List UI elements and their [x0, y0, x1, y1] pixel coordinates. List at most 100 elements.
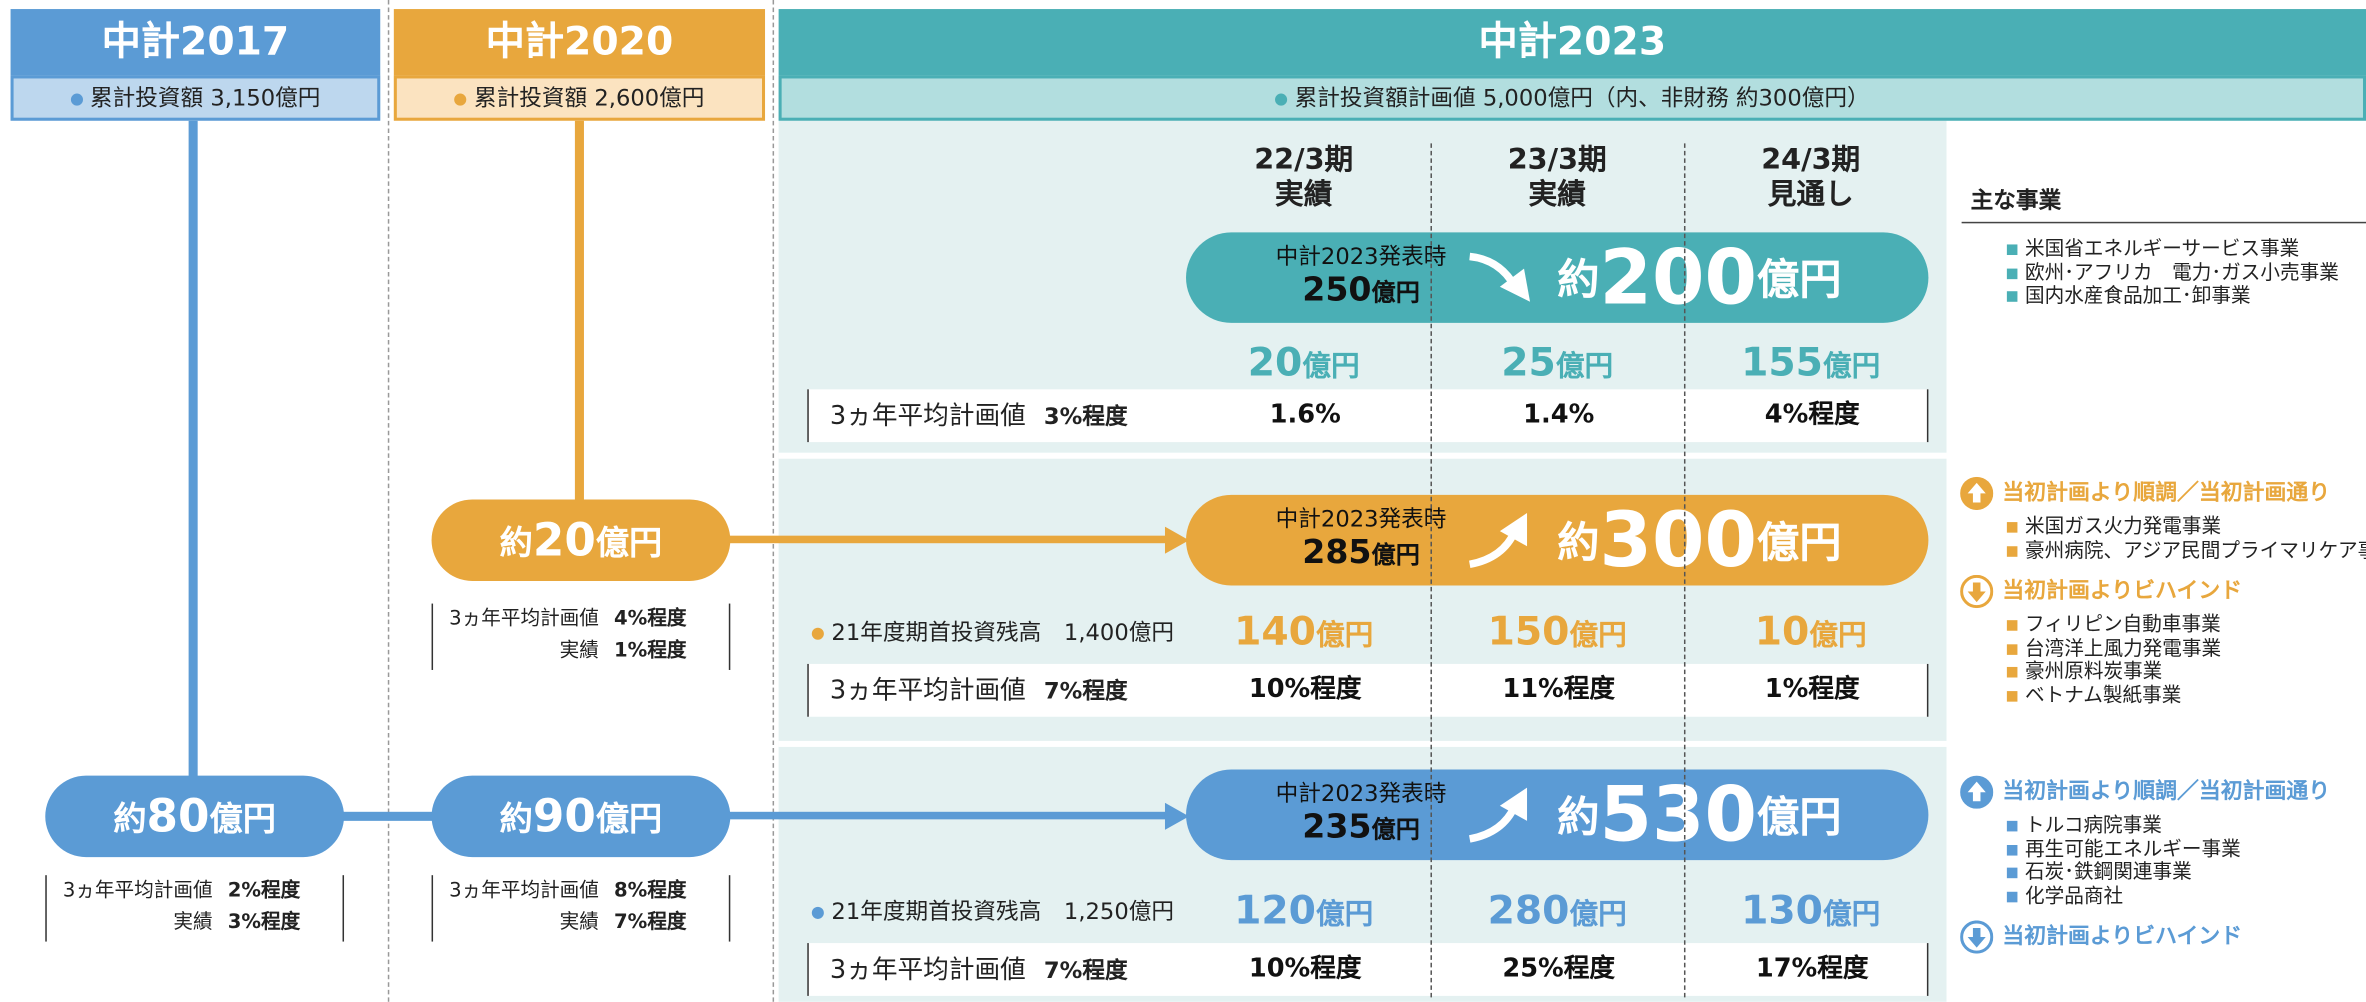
yearly: 140億円	[1177, 610, 1431, 660]
balance: 21年度期首投資残高 1,250億円	[811, 896, 1174, 926]
period: 22/3期	[1254, 143, 1354, 177]
plan-row: 3ヵ年平均計画値 7%程度 10%程度 11%程度 1%程度	[807, 663, 1929, 717]
yearly: 20億円	[1177, 341, 1431, 391]
result-pill: 中計2023発表時 285億円約 300 億円	[1186, 494, 1929, 586]
yearly: 120億円	[1177, 889, 1431, 939]
announce-label: 中計2023発表時	[1275, 242, 1447, 271]
plan-value: 3%程度	[1043, 402, 1128, 431]
bullet	[811, 626, 824, 640]
pill-amount: 20	[1247, 341, 1303, 387]
plan-value: 7%程度	[1043, 956, 1128, 984]
pill-unit: 億円	[1555, 350, 1614, 384]
note-line: 3ヵ年平均計画値 4%程度	[433, 604, 686, 636]
period-header: 22/3期 実績	[1177, 143, 1431, 212]
status: 見通し	[1767, 178, 1854, 212]
plan-cell: 1%程度	[1764, 674, 1860, 705]
announce-value: 250億円	[1228, 272, 1494, 313]
pill-amount: 25	[1501, 341, 1556, 387]
plan-label-text: 3ヵ年平均計画値	[829, 401, 1026, 432]
pill-unit: 億円	[1315, 618, 1374, 652]
status: 実績	[1275, 178, 1333, 212]
pill-amount: 530	[1599, 771, 1757, 859]
note-box: 3ヵ年平均計画値 8%程度 実績 7%程度	[431, 875, 731, 942]
plan-cell: 10%程度	[1248, 674, 1362, 705]
square	[2006, 244, 2018, 256]
column-summary: 累計投資額 2,600億円	[393, 75, 766, 121]
business-item: 再生可能エネルギー事業	[2006, 838, 2241, 861]
pill-amount: 150	[1487, 609, 1570, 655]
square	[2006, 545, 2018, 557]
note-label: 3ヵ年平均計画値	[449, 608, 599, 631]
announce-value: 285億円	[1228, 534, 1494, 575]
pill-unit: 億円	[1756, 792, 1842, 842]
yearly: 150億円	[1430, 610, 1684, 660]
pill-unit: 億円	[1371, 540, 1420, 569]
result-pill: 中計2023発表時 250億円約 200 億円	[1186, 232, 1929, 323]
square	[2006, 267, 2018, 279]
yearly: 280億円	[1430, 889, 1684, 939]
pill-amount: 90	[532, 789, 596, 843]
business-item: 台湾洋上風力発電事業	[2006, 637, 2222, 661]
business-item: ベトナム製紙事業	[2006, 684, 2181, 707]
column-title: 中計2023	[778, 9, 2366, 76]
pill-unit: 億円	[1315, 897, 1374, 932]
arrow-line	[724, 535, 1171, 544]
plan-cell: 4%程度	[1764, 399, 1860, 431]
bullet	[811, 906, 824, 919]
balance: 21年度期首投資残高 1,400億円	[811, 617, 1174, 647]
plan-label-text: 3ヵ年平均計画値	[829, 955, 1026, 986]
plan-cell: 1.6%	[1269, 399, 1341, 431]
plan-value: 7%程度	[1043, 677, 1128, 705]
square	[2006, 891, 2018, 902]
square	[2006, 643, 2018, 655]
pill-amount: 285	[1302, 534, 1372, 572]
announce-label: 中計2023発表時	[1275, 505, 1447, 533]
column-title: 中計2017	[10, 9, 381, 76]
plan-cell: 10%程度	[1248, 953, 1362, 984]
note-label: 実績	[559, 639, 599, 663]
announce: 中計2023発表時 250億円	[1228, 241, 1494, 312]
note-box: 3ヵ年平均計画値 2%程度 実績 3%程度	[45, 875, 345, 942]
plan-label: 3ヵ年平均計画値 7%程度	[830, 943, 1177, 997]
business-item: 米国ガス火力発電事業	[2006, 516, 2222, 539]
plan-cell: 11%程度	[1502, 674, 1616, 705]
announce-label: 中計2023発表時	[1275, 780, 1447, 808]
trend-arrow	[1469, 252, 1531, 302]
plan-cell: 17%程度	[1755, 953, 1869, 984]
note-line: 実績 1%程度	[433, 635, 687, 667]
yearly: 130億円	[1684, 889, 1938, 939]
plan-row: 3ヵ年平均計画値 7%程度 10%程度 25%程度 17%程度	[807, 943, 1929, 997]
status-heading: 当初計画より順調／当初計画通り	[2002, 481, 2331, 506]
pill-amount: 80	[146, 789, 210, 843]
pill-unit: 億円	[209, 801, 276, 839]
business-item: 化学品商社	[2006, 884, 2124, 908]
pill-prefix: 約	[1557, 517, 1600, 568]
pill: 約 20 億円	[431, 499, 731, 581]
column-divider	[1683, 143, 1686, 998]
pill-amount: 120	[1234, 888, 1316, 935]
square	[2006, 820, 2018, 832]
item-text: フィリピン自動車事業	[2024, 614, 2221, 637]
row-sep	[778, 740, 2366, 747]
column-title: 中計2020	[393, 9, 766, 76]
pill-unit: 億円	[1809, 618, 1867, 652]
status-heading: 当初計画より順調／当初計画通り	[2002, 780, 2331, 805]
item-text: 化学品商社	[2024, 884, 2124, 908]
note-label: 3ヵ年平均計画値	[449, 879, 599, 903]
item-text: 台湾洋上風力発電事業	[2024, 637, 2222, 661]
note-line: 実績 3%程度	[47, 907, 301, 939]
trend-arrow	[1468, 513, 1528, 569]
summary-text: 累計投資額計画値 5,000億円（内、非財務 約300億円）	[1294, 84, 1870, 112]
pill-unit: 億円	[1569, 897, 1627, 932]
item-text: 米国ガス火力発電事業	[2024, 516, 2222, 539]
pill-prefix: 約	[1557, 255, 1600, 305]
business-item: 国内水産食品加工･卸事業	[2006, 285, 2251, 308]
divider	[772, 0, 775, 1002]
line-2020	[574, 120, 584, 508]
yearly: 155億円	[1684, 341, 1938, 391]
item-text: 石炭･鉄鋼関連事業	[2024, 861, 2192, 885]
result-pill: 中計2023発表時 235億円約 530 億円	[1186, 769, 1929, 861]
plan-label: 3ヵ年平均計画値 3%程度	[830, 389, 1177, 443]
item-text: 国内水産食品加工･卸事業	[2024, 285, 2251, 308]
